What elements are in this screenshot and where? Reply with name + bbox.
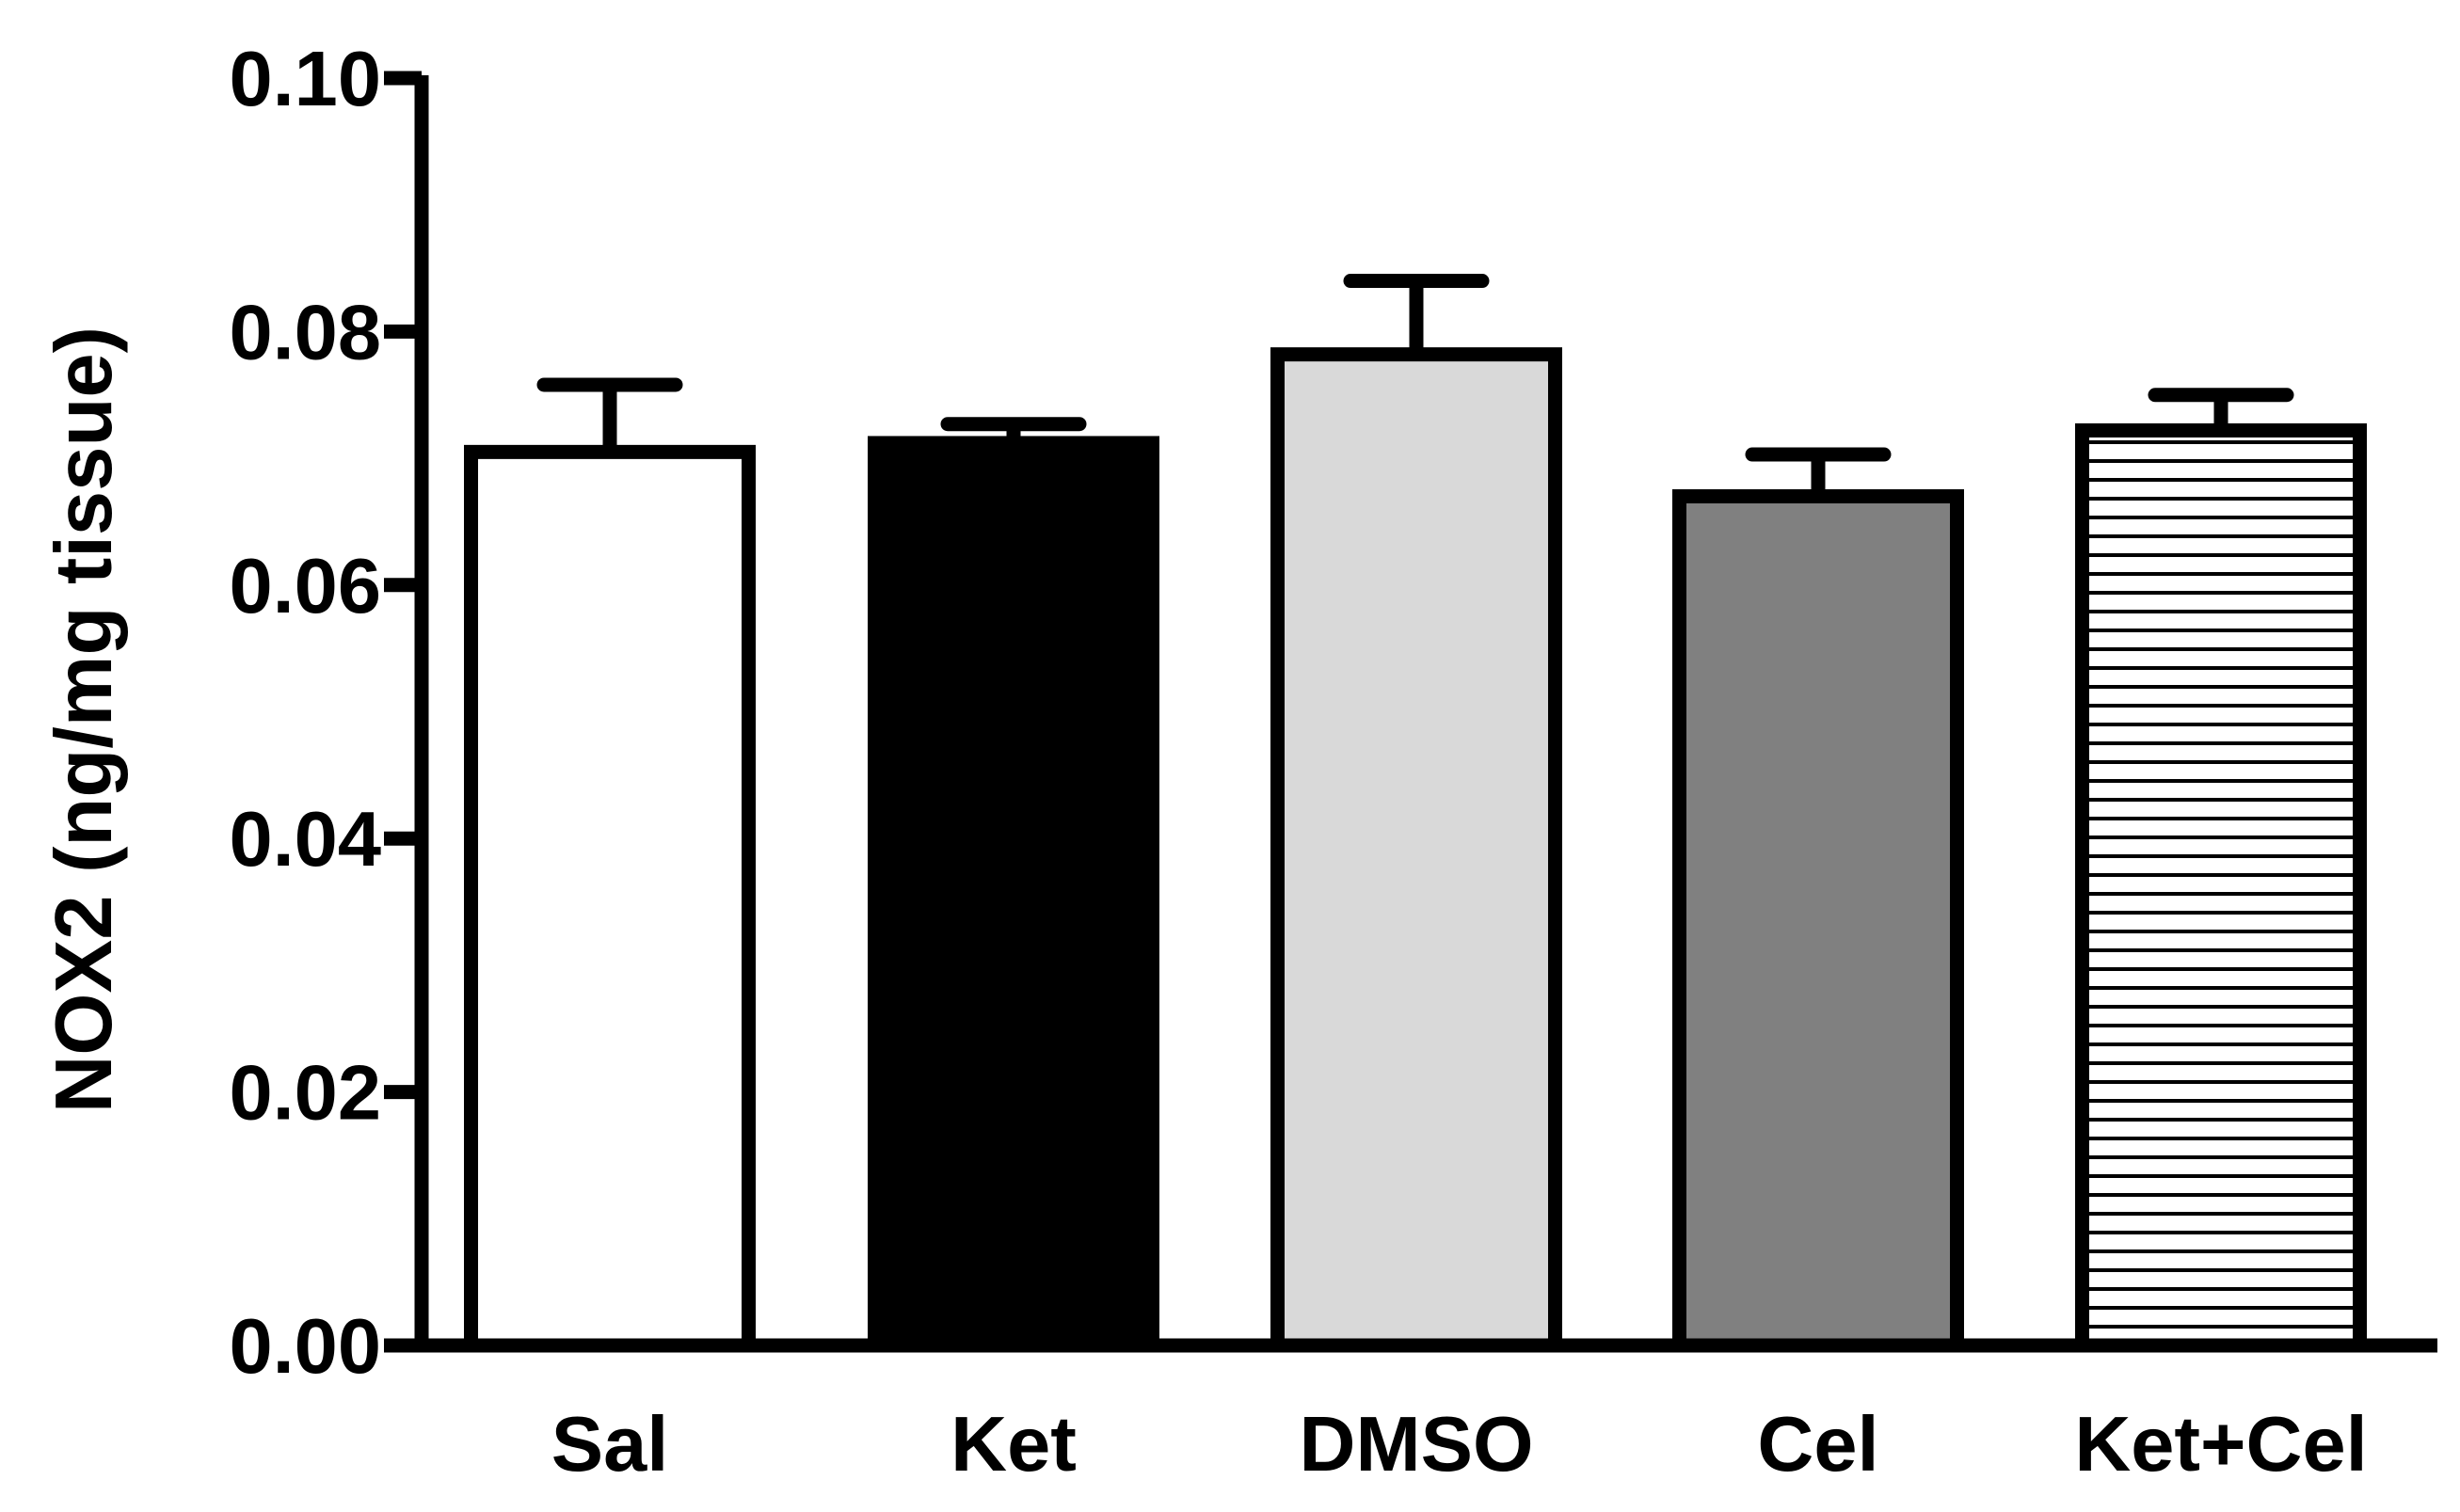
x-tick-label: Ket+Cel <box>2074 1400 2367 1488</box>
bar-ket <box>868 436 1159 1353</box>
y-axis-title: NOX2 (ng/mg tissue) <box>40 326 129 1113</box>
bar-ket-cel <box>2075 422 2367 1353</box>
bar-dmso <box>1270 347 1562 1353</box>
bar-cel <box>1672 489 1964 1353</box>
y-tick-label: 0.04 <box>229 795 381 883</box>
y-tick-label: 0.06 <box>229 542 381 629</box>
bars-layer <box>464 274 2367 1353</box>
x-tick-label: Sal <box>551 1400 669 1488</box>
bar-sal <box>464 444 756 1353</box>
x-tick-label: Ket <box>950 1400 1077 1488</box>
y-tick-label: 0.02 <box>229 1049 381 1137</box>
axes-layer <box>384 71 2437 1353</box>
y-tick-label: 0.00 <box>229 1302 381 1390</box>
labels-layer: Sal Ket DMSO Cel Ket+Cel 0.00 0.02 0.04 0.06 0.08… <box>229 35 2367 1488</box>
y-tick-label: 0.10 <box>229 35 381 122</box>
x-tick-label: DMSO <box>1300 1400 1534 1488</box>
y-tick-label: 0.08 <box>229 288 381 375</box>
x-tick-label: Cel <box>1757 1400 1878 1488</box>
